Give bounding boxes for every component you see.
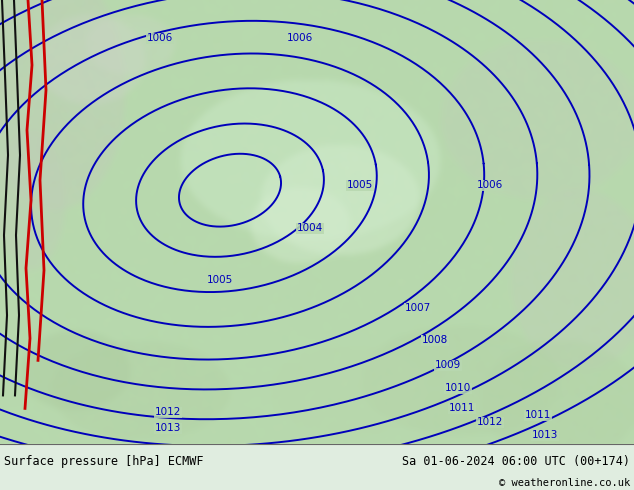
Text: 1008: 1008 xyxy=(422,335,448,345)
Text: 1011: 1011 xyxy=(525,411,551,420)
Text: 1012: 1012 xyxy=(155,407,181,417)
Text: © weatheronline.co.uk: © weatheronline.co.uk xyxy=(499,478,630,488)
Text: 1011: 1011 xyxy=(449,403,476,414)
Text: 1005: 1005 xyxy=(207,275,233,285)
Text: 1006: 1006 xyxy=(477,180,503,190)
Text: Sa 01-06-2024 06:00 UTC (00+174): Sa 01-06-2024 06:00 UTC (00+174) xyxy=(402,455,630,468)
Text: 1005: 1005 xyxy=(347,180,373,190)
Text: 1006: 1006 xyxy=(147,33,173,43)
Text: 1012: 1012 xyxy=(477,417,503,427)
Text: 1006: 1006 xyxy=(287,33,313,43)
Text: 1010: 1010 xyxy=(445,383,471,393)
Text: 1008: 1008 xyxy=(422,335,448,345)
Text: 1004: 1004 xyxy=(297,223,323,233)
Text: 1013: 1013 xyxy=(532,430,558,441)
Text: 1007: 1007 xyxy=(405,303,431,313)
Text: 1009: 1009 xyxy=(435,360,461,370)
Text: 1013: 1013 xyxy=(155,423,181,434)
Text: Surface pressure [hPa] ECMWF: Surface pressure [hPa] ECMWF xyxy=(4,455,204,468)
